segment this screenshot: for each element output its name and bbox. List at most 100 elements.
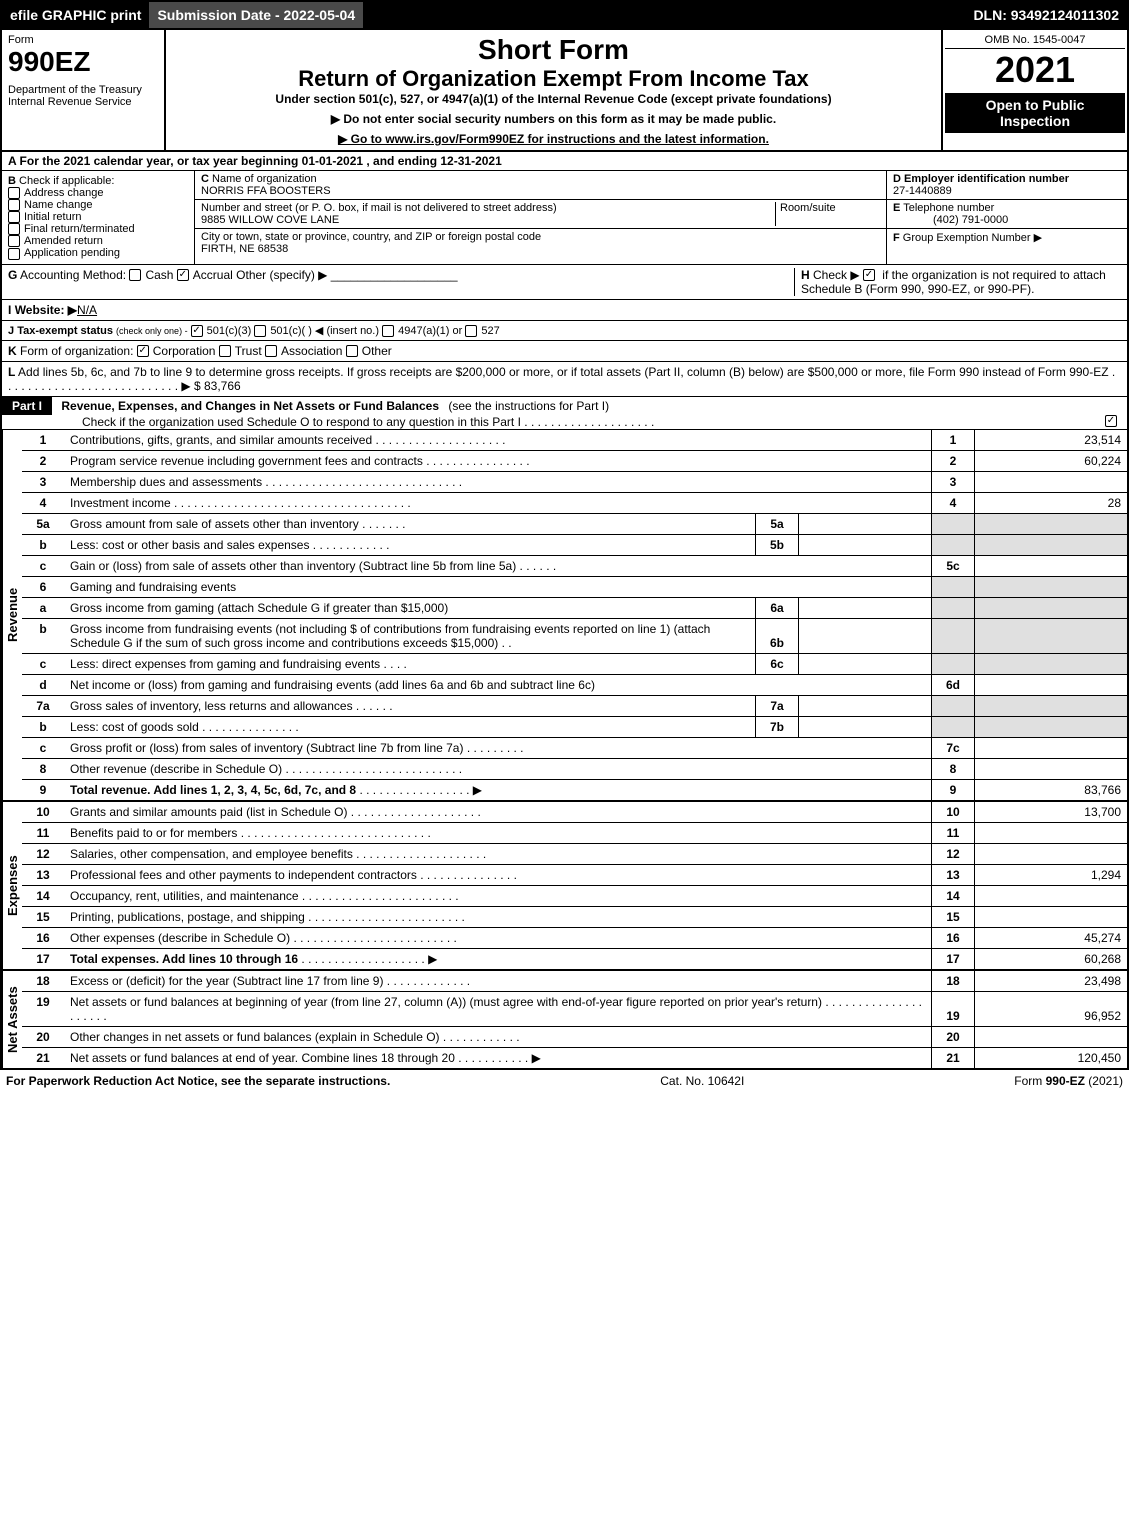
other-label: Other — [362, 344, 392, 358]
under-section: Under section 501(c), 527, or 4947(a)(1)… — [176, 92, 931, 106]
section-d: D Employer identification number 27-1440… — [887, 171, 1127, 264]
line-14-val — [975, 885, 1128, 906]
initial-return-checkbox[interactable] — [8, 211, 20, 223]
part1-header: Part I Revenue, Expenses, and Changes in… — [0, 397, 1129, 430]
form-number: 990EZ — [8, 46, 158, 78]
revenue-section: Revenue 1 Contributions, gifts, grants, … — [0, 430, 1129, 802]
h-check: Check ▶ — [813, 268, 860, 282]
dln-label: DLN: 93492124011302 — [965, 2, 1127, 28]
527-label: 527 — [481, 325, 499, 337]
line-21: 21 Net assets or fund balances at end of… — [22, 1047, 1127, 1068]
part1-check-line: Check if the organization used Schedule … — [2, 415, 521, 429]
amended-checkbox[interactable] — [8, 235, 20, 247]
501c-checkbox[interactable] — [254, 325, 266, 337]
final-return-checkbox[interactable] — [8, 223, 20, 235]
netassets-label: Net Assets — [2, 971, 22, 1068]
irs-label: Internal Revenue Service — [8, 96, 158, 108]
accrual-checkbox[interactable] — [177, 269, 189, 281]
corp-label: Corporation — [153, 344, 216, 358]
line-5c-val — [975, 555, 1128, 576]
line-9-desc: Total revenue. Add lines 1, 2, 3, 4, 5c,… — [70, 783, 356, 797]
line-4-val: 28 — [975, 492, 1128, 513]
expenses-label: Expenses — [2, 802, 22, 969]
l-label: L — [8, 365, 15, 379]
line-14: 14 Occupancy, rent, utilities, and maint… — [22, 885, 1127, 906]
name-change-checkbox[interactable] — [8, 199, 20, 211]
expenses-table: 10 Grants and similar amounts paid (list… — [22, 802, 1127, 969]
address-change-checkbox[interactable] — [8, 187, 20, 199]
i-label: I — [8, 303, 11, 317]
section-c: C Name of organization NORRIS FFA BOOSTE… — [195, 171, 887, 264]
part1-sub: (see the instructions for Part I) — [448, 399, 609, 413]
city-label: City or town, state or province, country… — [201, 231, 541, 243]
corp-checkbox[interactable] — [137, 345, 149, 357]
street-label: Number and street (or P. O. box, if mail… — [201, 202, 557, 214]
section-k: K Form of organization: Corporation Trus… — [0, 341, 1129, 362]
line-9: 9 Total revenue. Add lines 1, 2, 3, 4, 5… — [22, 779, 1127, 800]
no-ssn-note: ▶ Do not enter social security numbers o… — [176, 112, 931, 126]
phone-label: Telephone number — [903, 202, 994, 214]
line-17: 17 Total expenses. Add lines 10 through … — [22, 948, 1127, 969]
top-spacer — [363, 2, 965, 28]
line-5a: 5a Gross amount from sale of assets othe… — [22, 513, 1127, 534]
line-18-val: 23,498 — [975, 971, 1128, 992]
assoc-checkbox[interactable] — [265, 345, 277, 357]
line-6c-val — [799, 653, 932, 674]
netassets-table: 18 Excess or (deficit) for the year (Sub… — [22, 971, 1127, 1068]
line-18: 18 Excess or (deficit) for the year (Sub… — [22, 971, 1127, 992]
501c-label: 501(c)( ) ◀ (insert no.) — [270, 325, 379, 337]
h-checkbox[interactable] — [863, 269, 875, 281]
header-center: Short Form Return of Organization Exempt… — [166, 30, 941, 150]
goto-link[interactable]: ▶ Go to www.irs.gov/Form990EZ for instru… — [176, 132, 931, 146]
org-name: NORRIS FFA BOOSTERS — [201, 185, 331, 197]
trust-checkbox[interactable] — [219, 345, 231, 357]
line-21-val: 120,450 — [975, 1047, 1128, 1068]
cash-checkbox[interactable] — [129, 269, 141, 281]
omb-number: OMB No. 1545-0047 — [945, 32, 1125, 49]
tax-year: 2021 — [945, 49, 1125, 91]
line-21-desc: Net assets or fund balances at end of ye… — [70, 1051, 455, 1065]
line-11-val — [975, 822, 1128, 843]
street-value: 9885 WILLOW COVE LANE — [201, 214, 339, 226]
line-6-desc: Gaming and fundraising events — [70, 580, 236, 594]
line-1-desc: Contributions, gifts, grants, and simila… — [70, 433, 372, 447]
j-label: J — [8, 325, 14, 337]
form-header: Form 990EZ Department of the Treasury In… — [0, 30, 1129, 152]
part1-label: Part I — [2, 397, 52, 415]
e-label: E — [893, 202, 900, 214]
return-title: Return of Organization Exempt From Incom… — [176, 66, 931, 92]
line-19: 19 Net assets or fund balances at beginn… — [22, 991, 1127, 1026]
name-change-label: Name change — [24, 199, 93, 211]
other-checkbox[interactable] — [346, 345, 358, 357]
line-5c-desc: Gain or (loss) from sale of assets other… — [70, 559, 516, 573]
line-9-val: 83,766 — [975, 779, 1128, 800]
k-label: K — [8, 344, 17, 358]
trust-label: Trust — [235, 344, 262, 358]
form-word: Form — [8, 34, 158, 46]
pending-checkbox[interactable] — [8, 248, 20, 260]
line-8: 8 Other revenue (describe in Schedule O)… — [22, 758, 1127, 779]
line-2-desc: Program service revenue including govern… — [70, 454, 423, 468]
line-5a-desc: Gross amount from sale of assets other t… — [70, 517, 359, 531]
section-i: I Website: ▶N/A — [0, 300, 1129, 321]
pending-label: Application pending — [24, 247, 120, 259]
ein-label: Employer identification number — [904, 173, 1069, 185]
line-20-val — [975, 1026, 1128, 1047]
line-15-desc: Printing, publications, postage, and shi… — [70, 910, 305, 924]
l-arrow: ▶ $ — [181, 379, 200, 393]
4947-checkbox[interactable] — [382, 325, 394, 337]
part1-schedule-o-checkbox[interactable] — [1105, 415, 1117, 427]
line-5c: c Gain or (loss) from sale of assets oth… — [22, 555, 1127, 576]
line-7c: c Gross profit or (loss) from sales of i… — [22, 737, 1127, 758]
top-bar: efile GRAPHIC print Submission Date - 20… — [0, 0, 1129, 30]
line-20-desc: Other changes in net assets or fund bala… — [70, 1030, 440, 1044]
501c3-checkbox[interactable] — [191, 325, 203, 337]
line-6b-desc: Gross income from fundraising events (no… — [70, 622, 710, 650]
header-right: OMB No. 1545-0047 2021 Open to Public In… — [941, 30, 1127, 150]
footer-cat: Cat. No. 10642I — [660, 1074, 744, 1088]
line-17-val: 60,268 — [975, 948, 1128, 969]
line-19-val: 96,952 — [975, 991, 1128, 1026]
line-10: 10 Grants and similar amounts paid (list… — [22, 802, 1127, 823]
527-checkbox[interactable] — [465, 325, 477, 337]
line-7b-desc: Less: cost of goods sold — [70, 720, 199, 734]
